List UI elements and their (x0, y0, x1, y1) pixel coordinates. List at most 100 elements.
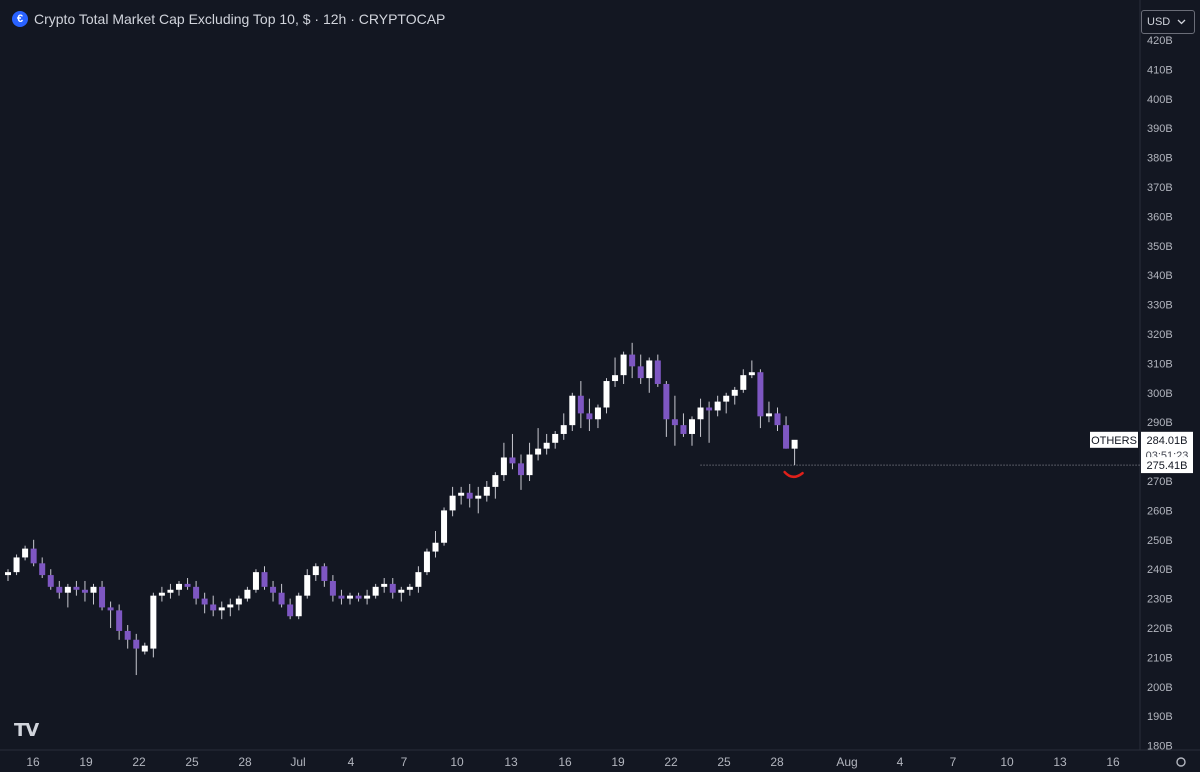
candle-body[interactable] (372, 586, 379, 596)
y-tick-label: 410B (1147, 64, 1173, 76)
candle-body[interactable] (791, 439, 798, 449)
candle-body[interactable] (133, 639, 140, 649)
candle-body[interactable] (141, 645, 148, 652)
candle-body[interactable] (620, 354, 627, 376)
tradingview-logo-icon[interactable]: TV (14, 720, 39, 741)
candle-body[interactable] (492, 475, 499, 487)
candle-body[interactable] (748, 372, 755, 376)
candle-body[interactable] (56, 586, 63, 593)
candle-body[interactable] (629, 354, 636, 367)
candle-body[interactable] (441, 510, 448, 543)
candle-body[interactable] (689, 419, 695, 434)
candle-body[interactable] (731, 389, 738, 396)
candle-body[interactable] (347, 595, 353, 599)
candle-body[interactable] (312, 566, 319, 576)
candle-body[interactable] (227, 604, 234, 608)
candle-body[interactable] (714, 401, 721, 411)
candle-body[interactable] (30, 548, 37, 564)
candle-body[interactable] (569, 395, 576, 426)
currency-selector[interactable]: USD (1141, 10, 1195, 34)
candle-body[interactable] (244, 589, 251, 599)
candle-body[interactable] (663, 383, 670, 420)
candle-body[interactable] (406, 586, 413, 590)
candle-body[interactable] (261, 572, 268, 587)
candle-body[interactable] (201, 598, 208, 605)
candle-body[interactable] (774, 413, 781, 426)
candle-body[interactable] (654, 360, 661, 384)
candle-body[interactable] (13, 557, 20, 573)
candle-body[interactable] (543, 442, 550, 449)
candle-body[interactable] (423, 551, 430, 573)
candle-body[interactable] (218, 607, 225, 611)
candle-body[interactable] (381, 583, 388, 587)
candle-body[interactable] (449, 495, 456, 511)
candle-body[interactable] (124, 630, 131, 640)
candle-body[interactable] (680, 425, 687, 434)
candle-body[interactable] (671, 419, 678, 426)
candle-body[interactable] (552, 433, 559, 443)
candle-body[interactable] (167, 589, 174, 593)
candle-body[interactable] (757, 372, 764, 417)
candle-body[interactable] (526, 454, 533, 476)
candle-body[interactable] (637, 366, 644, 379)
candle-body[interactable] (535, 448, 542, 455)
candle-body[interactable] (355, 595, 362, 599)
candle-body[interactable] (321, 566, 328, 581)
candle-body[interactable] (560, 425, 567, 434)
candle-body[interactable] (509, 457, 516, 464)
candle-body[interactable] (783, 425, 790, 449)
candle-body[interactable] (5, 572, 11, 576)
candle-body[interactable] (210, 604, 217, 611)
candle-body[interactable] (612, 375, 619, 382)
candle-body[interactable] (252, 572, 259, 590)
candle-body[interactable] (646, 360, 653, 379)
candle-body[interactable] (295, 595, 302, 617)
candle-body[interactable] (398, 589, 405, 593)
candle-body[interactable] (415, 572, 422, 587)
candle-body[interactable] (39, 563, 46, 576)
candle-body[interactable] (64, 586, 71, 593)
candle-body[interactable] (483, 486, 490, 496)
candle-body[interactable] (176, 583, 182, 590)
candle-body[interactable] (577, 395, 584, 414)
candle-body[interactable] (706, 407, 713, 411)
candle-body[interactable] (278, 592, 285, 605)
candle-body[interactable] (184, 583, 191, 587)
candle-body[interactable] (389, 583, 396, 593)
candle-body[interactable] (338, 595, 345, 599)
candle-body[interactable] (73, 586, 80, 590)
candle-body[interactable] (193, 586, 200, 599)
candle-body[interactable] (458, 492, 465, 496)
candle-body[interactable] (697, 407, 704, 420)
candle-body[interactable] (518, 463, 524, 476)
candle-body[interactable] (475, 495, 482, 499)
candle-body[interactable] (116, 610, 123, 631)
candle-body[interactable] (765, 413, 772, 417)
candle-body[interactable] (270, 586, 277, 593)
chart-title: Crypto Total Market Cap Excluding Top 10… (34, 11, 446, 27)
candle-body[interactable] (304, 575, 311, 596)
candle-body[interactable] (47, 575, 54, 587)
candle-body[interactable] (594, 407, 601, 420)
candle-body[interactable] (432, 542, 439, 552)
candle-body[interactable] (235, 598, 242, 605)
candle-body[interactable] (466, 492, 473, 499)
candle-body[interactable] (22, 548, 29, 558)
candle-body[interactable] (364, 595, 371, 599)
settings-gear-icon[interactable] (1176, 757, 1186, 767)
y-tick-label: 250B (1147, 535, 1173, 547)
candle-body[interactable] (107, 607, 114, 611)
candle-body[interactable] (500, 457, 507, 476)
candle-body[interactable] (90, 586, 97, 593)
candle-body[interactable] (329, 580, 336, 596)
candle-body[interactable] (740, 375, 747, 390)
candle-body[interactable] (158, 592, 165, 596)
candle-body[interactable] (586, 413, 593, 420)
candle-body[interactable] (81, 589, 88, 593)
candle-body[interactable] (287, 604, 294, 617)
candle-body[interactable] (99, 586, 106, 608)
candle-body[interactable] (723, 395, 730, 402)
candle-body[interactable] (603, 381, 610, 408)
candle-body[interactable] (150, 595, 157, 649)
